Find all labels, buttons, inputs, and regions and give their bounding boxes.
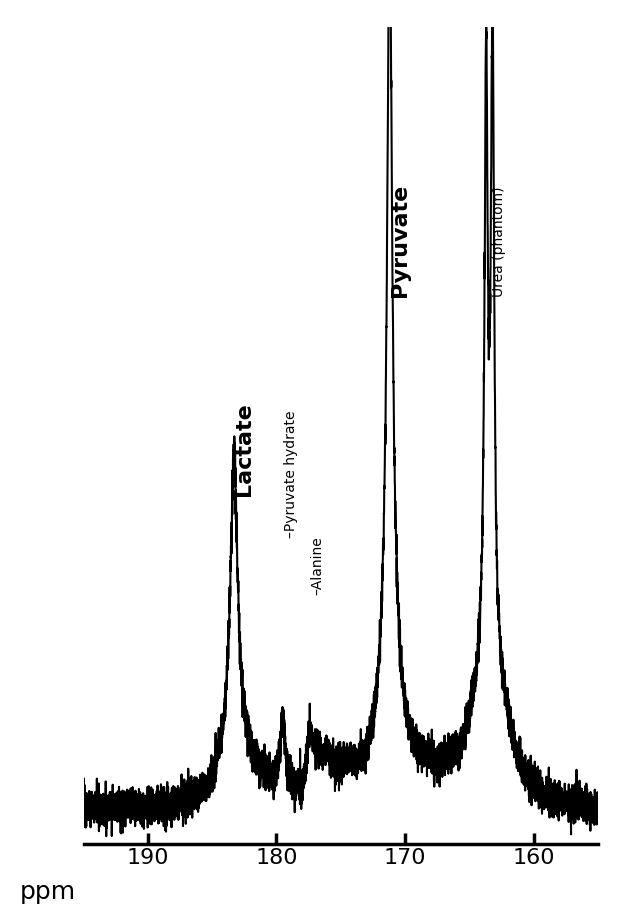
Text: Urea (phantom): Urea (phantom) [492,187,506,297]
X-axis label: ppm: ppm [19,880,76,904]
Text: –Alanine: –Alanine [311,536,325,595]
Text: Pyruvate: Pyruvate [390,184,410,297]
Text: –Pyruvate hydrate: –Pyruvate hydrate [284,411,298,538]
Text: Lactate: Lactate [234,402,254,496]
